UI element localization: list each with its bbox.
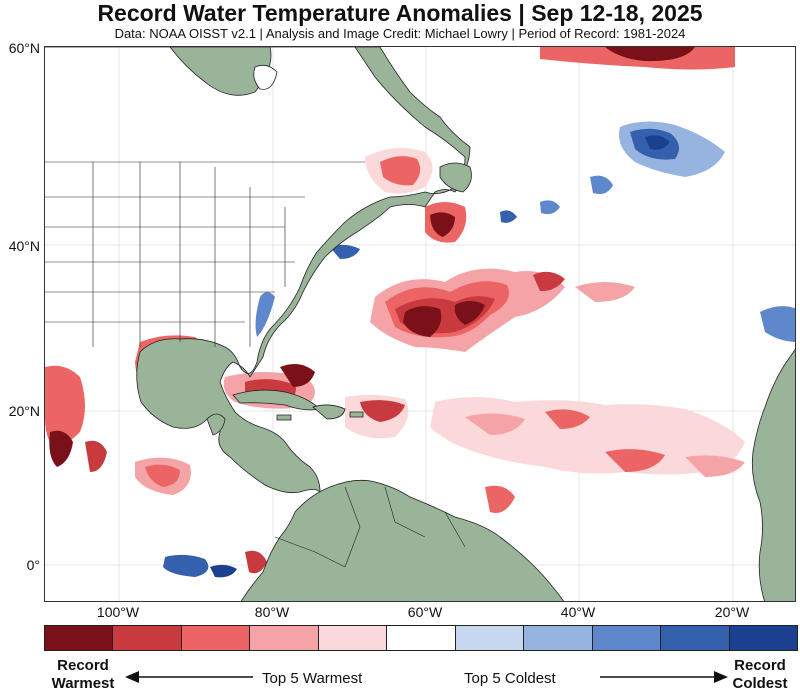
legend-swatch: [661, 626, 730, 650]
lat-label-40n: 40°N: [8, 238, 40, 254]
legend-swatch: [592, 626, 662, 650]
legend-swatch: [45, 626, 114, 650]
lon-label-60w: 60°W: [407, 604, 443, 620]
lon-label-100w: 100°W: [96, 604, 140, 620]
lon-label-80w: 80°W: [254, 604, 290, 620]
legend-record-warmest-line2: Warmest: [51, 675, 115, 692]
map-title: Record Water Temperature Anomalies | Sep…: [97, 0, 703, 26]
legend-record-warmest: Record Warmest: [44, 657, 122, 693]
lat-label-20n: 20°N: [8, 403, 40, 419]
lon-label-20w: 20°W: [714, 604, 750, 620]
state-borders: [45, 161, 365, 347]
map-subtitle: Data: NOAA OISST v2.1 | Analysis and Ima…: [114, 26, 686, 41]
legend-swatch: [455, 626, 525, 650]
legend-record-warmest-line1: Record: [57, 657, 109, 674]
legend-swatch: [387, 626, 456, 650]
legend-swatch: [318, 626, 388, 650]
legend-record-coldest-line1: Record: [734, 657, 786, 674]
legend-swatch: [113, 626, 182, 650]
lon-label-40w: 40°W: [560, 604, 596, 620]
lat-label-0: 0°: [26, 557, 40, 573]
legend-record-coldest: Record Coldest: [720, 657, 800, 693]
cold-arrow-icon: [600, 671, 728, 683]
country-borders: [274, 486, 466, 568]
legend-top5-warmest: Top 5 Warmest: [262, 670, 363, 687]
legend-colorbar: [44, 625, 798, 651]
warm-arrow-icon: [125, 671, 253, 683]
legend-record-coldest-line2: Coldest: [732, 675, 788, 692]
legend-swatch: [524, 626, 593, 650]
land: [45, 47, 795, 601]
legend-swatch: [729, 626, 797, 650]
cold-anomalies: [163, 121, 795, 578]
legend-swatch: [181, 626, 251, 650]
legend-top5-coldest: Top 5 Coldest: [464, 670, 556, 687]
legend-swatch: [250, 626, 319, 650]
lat-label-60n: 60°N: [8, 40, 40, 56]
map-canvas: [45, 47, 795, 601]
anomaly-map: [44, 46, 796, 602]
